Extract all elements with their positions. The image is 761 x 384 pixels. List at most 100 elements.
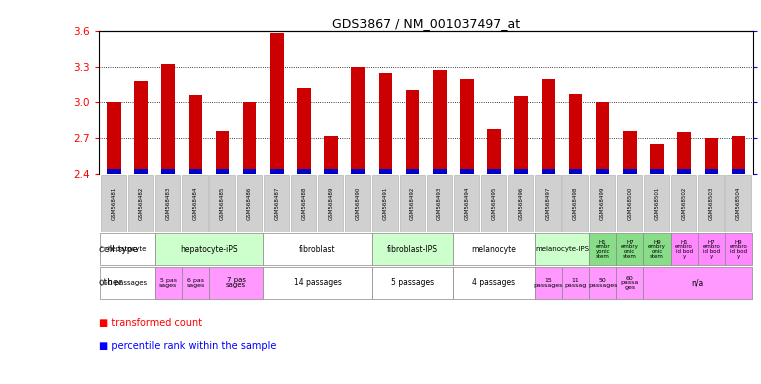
Text: GSM568502: GSM568502	[682, 187, 686, 220]
Text: H7
embro
id bod
y: H7 embro id bod y	[702, 240, 720, 258]
Bar	[705, 169, 718, 174]
Text: GSM568493: GSM568493	[438, 187, 442, 220]
FancyBboxPatch shape	[644, 175, 669, 232]
Bar	[487, 169, 501, 174]
FancyBboxPatch shape	[209, 175, 234, 232]
Text: 11
passag: 11 passag	[565, 278, 587, 288]
FancyBboxPatch shape	[372, 233, 454, 265]
Bar	[270, 169, 284, 174]
Bar	[568, 169, 582, 174]
Bar	[324, 169, 338, 174]
Bar	[379, 169, 392, 174]
Bar	[433, 169, 447, 174]
FancyBboxPatch shape	[616, 266, 643, 299]
Bar	[677, 132, 691, 174]
Bar	[379, 73, 392, 174]
Text: GSM568495: GSM568495	[492, 187, 496, 220]
Text: fibroblast-IPS: fibroblast-IPS	[387, 245, 438, 253]
FancyBboxPatch shape	[481, 175, 506, 232]
FancyBboxPatch shape	[454, 266, 535, 299]
FancyBboxPatch shape	[154, 233, 263, 265]
Bar	[460, 169, 473, 174]
Bar	[705, 138, 718, 174]
Text: 0 passages: 0 passages	[108, 280, 147, 286]
Text: GSM568492: GSM568492	[410, 187, 415, 220]
Text: GSM568503: GSM568503	[708, 187, 714, 220]
FancyBboxPatch shape	[454, 233, 535, 265]
Text: GSM568504: GSM568504	[736, 187, 741, 220]
Text: H7
embry
onic
stem: H7 embry onic stem	[621, 240, 638, 258]
Text: ■ percentile rank within the sample: ■ percentile rank within the sample	[99, 341, 276, 351]
FancyBboxPatch shape	[100, 175, 126, 232]
Text: GSM568497: GSM568497	[546, 187, 551, 220]
Bar	[568, 94, 582, 174]
Bar	[650, 169, 664, 174]
FancyBboxPatch shape	[318, 175, 343, 232]
FancyBboxPatch shape	[562, 266, 589, 299]
FancyBboxPatch shape	[562, 175, 587, 232]
Bar	[433, 70, 447, 174]
Bar	[487, 129, 501, 174]
Bar	[297, 169, 310, 174]
Text: 6 pas
sages: 6 pas sages	[186, 278, 205, 288]
Text: GSM568501: GSM568501	[654, 187, 660, 220]
FancyBboxPatch shape	[291, 175, 316, 232]
Title: GDS3867 / NM_001037497_at: GDS3867 / NM_001037497_at	[332, 17, 521, 30]
FancyBboxPatch shape	[100, 266, 154, 299]
Text: GSM568490: GSM568490	[356, 187, 361, 220]
Bar	[623, 131, 637, 174]
FancyBboxPatch shape	[643, 233, 670, 265]
Text: fibroblast: fibroblast	[299, 245, 336, 253]
FancyBboxPatch shape	[590, 175, 615, 232]
Text: GSM568496: GSM568496	[519, 187, 524, 220]
Bar	[406, 91, 419, 174]
Text: GSM568486: GSM568486	[247, 187, 252, 220]
FancyBboxPatch shape	[670, 233, 698, 265]
FancyBboxPatch shape	[209, 266, 263, 299]
Bar	[324, 136, 338, 174]
Text: 5 pas
sages: 5 pas sages	[159, 278, 177, 288]
FancyBboxPatch shape	[100, 233, 154, 265]
FancyBboxPatch shape	[263, 266, 372, 299]
Text: GSM568494: GSM568494	[464, 187, 470, 220]
FancyBboxPatch shape	[616, 233, 643, 265]
FancyBboxPatch shape	[400, 175, 425, 232]
Bar	[542, 169, 556, 174]
FancyBboxPatch shape	[155, 175, 180, 232]
Bar	[623, 169, 637, 174]
FancyBboxPatch shape	[427, 175, 452, 232]
FancyBboxPatch shape	[699, 175, 724, 232]
Text: GSM568500: GSM568500	[627, 187, 632, 220]
Text: 4 passages: 4 passages	[473, 278, 516, 287]
Bar	[542, 78, 556, 174]
FancyBboxPatch shape	[698, 233, 725, 265]
Text: H9
embro
id bod
y: H9 embro id bod y	[730, 240, 747, 258]
Bar	[514, 169, 528, 174]
Text: GSM568488: GSM568488	[301, 187, 307, 220]
Bar	[460, 78, 473, 174]
Text: melanocyte: melanocyte	[472, 245, 517, 253]
FancyBboxPatch shape	[725, 175, 750, 232]
Text: hepatocyte-iPS: hepatocyte-iPS	[180, 245, 237, 253]
Bar	[243, 103, 256, 174]
FancyBboxPatch shape	[372, 175, 398, 232]
FancyBboxPatch shape	[589, 266, 616, 299]
Text: other: other	[99, 278, 123, 287]
Text: GSM568499: GSM568499	[600, 187, 605, 220]
Text: GSM568491: GSM568491	[383, 187, 388, 220]
Text: n/a: n/a	[692, 278, 704, 287]
Text: cell type: cell type	[99, 245, 138, 253]
Bar	[189, 95, 202, 174]
Text: 7 pas
sages: 7 pas sages	[226, 277, 246, 288]
Text: GSM568483: GSM568483	[166, 187, 170, 220]
Bar	[215, 131, 229, 174]
FancyBboxPatch shape	[154, 266, 182, 299]
Bar	[297, 88, 310, 174]
FancyBboxPatch shape	[508, 175, 533, 232]
FancyBboxPatch shape	[182, 266, 209, 299]
FancyBboxPatch shape	[617, 175, 642, 232]
Bar	[243, 169, 256, 174]
Bar	[134, 169, 148, 174]
Bar	[677, 169, 691, 174]
FancyBboxPatch shape	[237, 175, 262, 232]
